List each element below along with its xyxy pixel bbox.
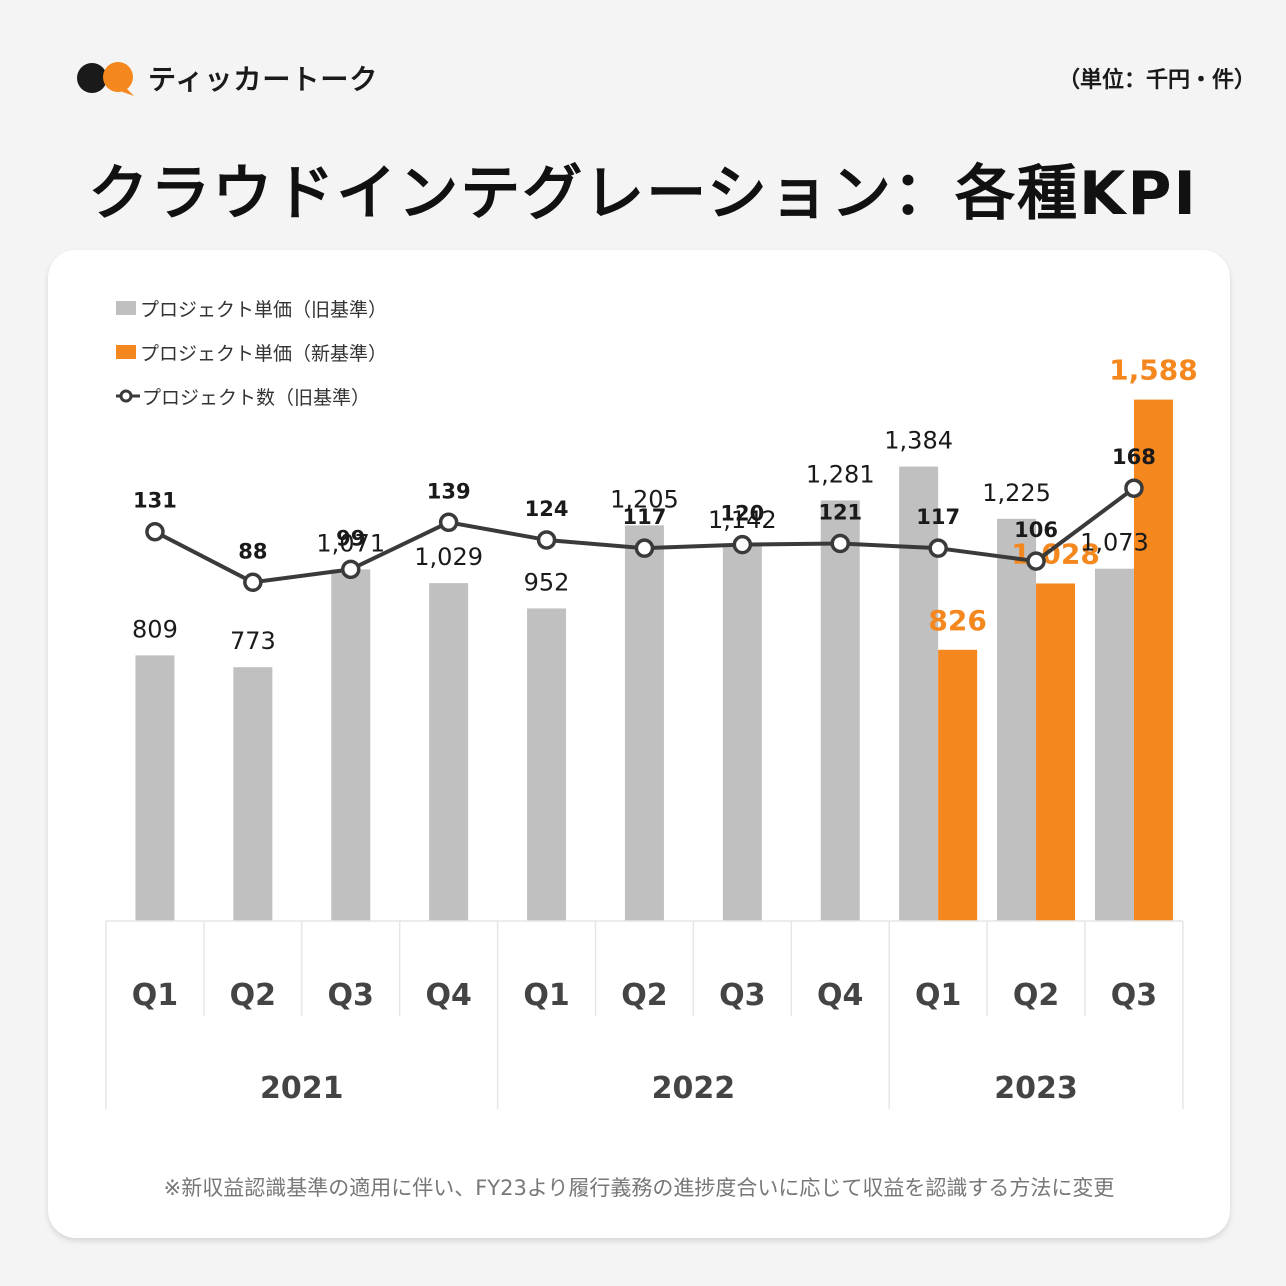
bar-old-price <box>331 569 371 921</box>
bar-old-price <box>820 500 860 921</box>
bar-old-price-label: 1,073 <box>1080 529 1149 557</box>
logo-bubble-tail <box>120 88 134 96</box>
legend-item-new-price: プロジェクト単価（新基準） <box>116 330 387 374</box>
bar-new-price-label: 1,588 <box>1109 354 1198 387</box>
unit-note: （単位：千円・件） <box>1057 68 1256 93</box>
bar-old-price-label: 1,281 <box>806 460 875 488</box>
legend-item-old-price: プロジェクト単価（旧基準） <box>116 286 387 330</box>
logo-dark-circle <box>77 63 107 93</box>
legend-line-marker-icon <box>116 389 140 403</box>
x-tick-label: Q4 <box>425 978 471 1013</box>
bar-old-price-label: 1,205 <box>610 485 679 513</box>
bar-old-price-label: 1,384 <box>884 427 953 455</box>
legend-label: プロジェクト単価（旧基準） <box>140 298 388 321</box>
bar-old-price <box>624 525 664 921</box>
bar-new-price <box>938 649 978 921</box>
bar-old-price <box>527 608 567 921</box>
line-point-label: 99 <box>336 526 365 550</box>
bar-old-price-label: 1,071 <box>316 529 385 557</box>
x-tick-label: Q2 <box>621 978 667 1013</box>
legend-label: プロジェクト数（旧基準） <box>142 386 371 409</box>
line-point-label: 117 <box>916 505 960 529</box>
logo-orange-circle <box>103 62 133 92</box>
x-tick-label: Q1 <box>523 978 569 1013</box>
bar-old-price <box>899 466 939 921</box>
chart-card: 809 773 1,071 1,029 952 1,205 1,142 1,281 1,384 8… <box>48 250 1230 1238</box>
bar-old-price <box>1094 568 1134 921</box>
line-point-project-count <box>341 559 361 580</box>
line-point-label: 124 <box>525 497 569 521</box>
logo-text: ティッカートーク <box>148 63 379 96</box>
legend-item-project-count: プロジェクト数（旧基準） <box>116 374 387 418</box>
line-point-label: 121 <box>818 500 862 524</box>
footnote: ※新収益認識基準の適用に伴い、FY23より履行義務の進捗度合いに応じて収益を認識… <box>163 1176 1115 1200</box>
bar-old-price-label: 1,029 <box>414 543 483 571</box>
bar-old-price-label: 952 <box>524 568 570 596</box>
bar-old-price-label: 1,142 <box>708 506 777 534</box>
legend-gray-swatch <box>116 301 136 315</box>
bar-old-price <box>997 518 1037 921</box>
bar-new-price-label: 1,028 <box>1011 537 1100 570</box>
bar-old-price <box>429 583 469 921</box>
year-label: 2021 <box>260 1071 344 1106</box>
line-point-label: 106 <box>1014 518 1058 542</box>
bar-old-price-label: 1,225 <box>982 479 1051 507</box>
line-point-project-count <box>243 572 263 593</box>
bar-old-price <box>135 655 175 921</box>
line-point-label: 120 <box>720 502 764 526</box>
legend-orange-swatch <box>116 345 136 359</box>
x-tick-label: Q3 <box>1111 978 1157 1013</box>
line-point-project-count <box>1026 551 1046 571</box>
x-tick-label: Q1 <box>132 978 178 1013</box>
chart-canvas: 809 773 1,071 1,029 952 1,205 1,142 1,281 1,384 8… <box>105 354 1198 1109</box>
line-point-label: 88 <box>238 539 267 563</box>
logo-icon <box>77 62 134 96</box>
line-point-label: 131 <box>133 489 177 513</box>
line-point-project-count <box>1124 478 1144 498</box>
line-point-project-count <box>928 538 948 558</box>
x-tick-label: Q3 <box>328 978 374 1013</box>
bar-new-price-label: 826 <box>928 604 986 637</box>
legend-label: プロジェクト単価（新基準） <box>140 342 388 365</box>
bar-old-price-label: 773 <box>230 627 276 655</box>
x-tick-label: Q2 <box>230 978 276 1013</box>
year-label: 2022 <box>652 1071 736 1106</box>
line-point-project-count <box>438 512 459 533</box>
bar-old-price-label: 809 <box>132 615 178 643</box>
line-point-label: 168 <box>1112 445 1156 469</box>
year-label: 2023 <box>994 1071 1078 1106</box>
bar-old-price <box>233 667 273 921</box>
x-tick-label: Q1 <box>915 978 961 1013</box>
bar-new-price <box>1036 583 1076 921</box>
logo: ティッカートーク <box>74 58 378 98</box>
bar-new-price <box>1133 399 1173 921</box>
legend: プロジェクト単価（旧基準） プロジェクト単価（新基準） プロジェクト数（旧基準） <box>116 286 387 418</box>
line-point-project-count <box>536 530 557 550</box>
line-point-project-count <box>634 538 655 558</box>
bar-old-price <box>722 546 762 921</box>
line-point-project-count <box>732 534 753 555</box>
line-point-project-count <box>830 533 850 554</box>
x-tick-label: Q4 <box>817 978 863 1013</box>
x-tick-label: Q3 <box>719 978 765 1013</box>
line-point-label: 117 <box>623 505 667 529</box>
page-title: クラウドインテグレーション：各種KPI <box>88 159 1198 229</box>
x-tick-label: Q2 <box>1013 978 1059 1013</box>
line-point-project-count <box>145 521 165 542</box>
line-point-label: 139 <box>427 479 471 503</box>
